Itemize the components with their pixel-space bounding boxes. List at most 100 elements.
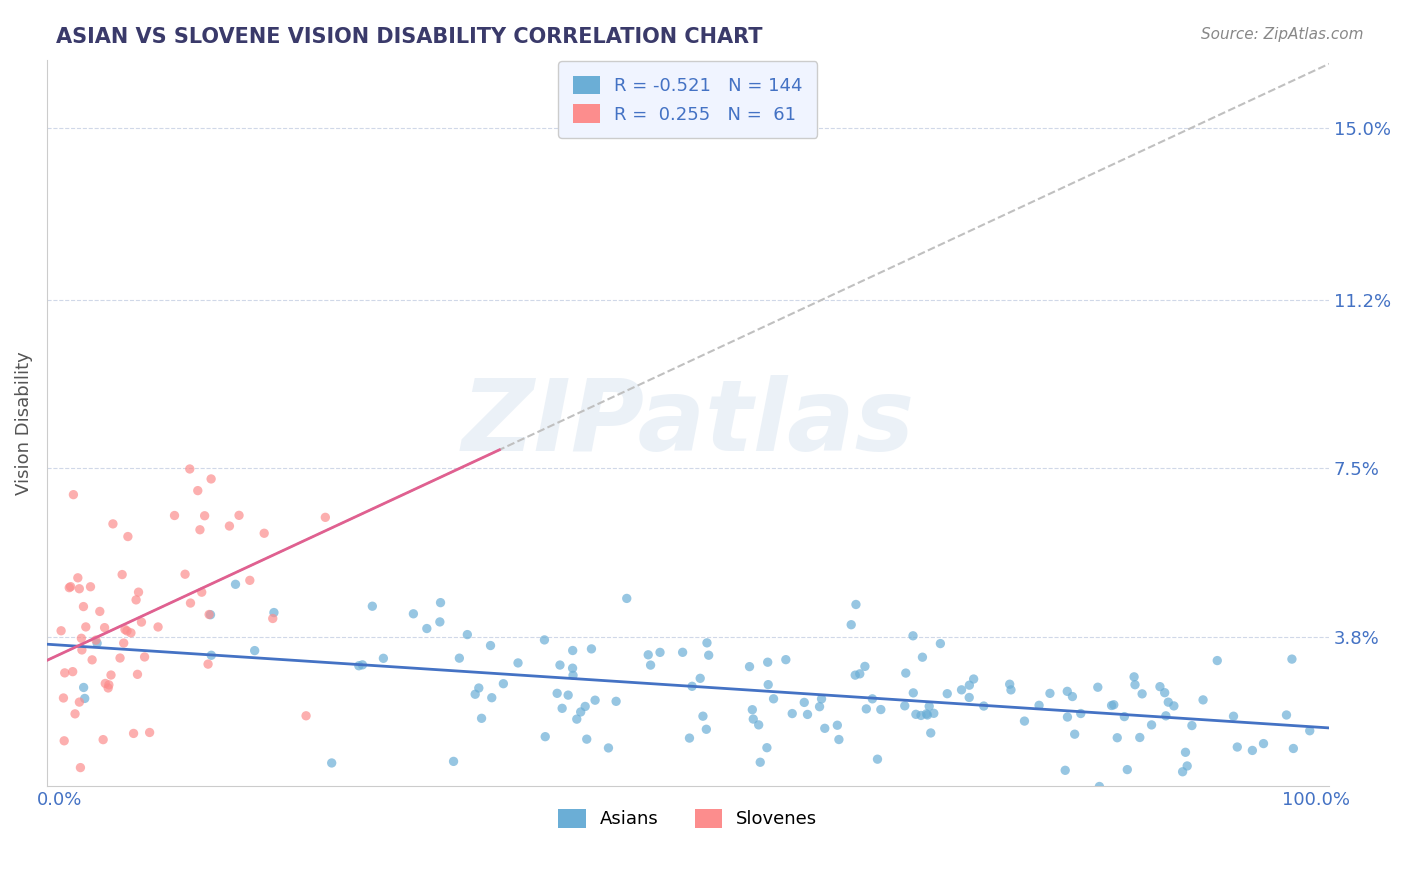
Asians — [1056, 684, 1078, 698]
Slovenes — [53, 733, 76, 747]
Slovenes — [101, 516, 124, 531]
Asians — [492, 676, 515, 690]
Asians — [810, 692, 832, 706]
Asians — [808, 699, 831, 714]
Slovenes — [53, 665, 76, 680]
Asians — [321, 756, 343, 770]
Asians — [904, 707, 927, 722]
Slovenes — [314, 510, 336, 524]
Slovenes — [69, 761, 91, 775]
Asians — [1123, 670, 1146, 684]
Slovenes — [120, 625, 142, 640]
Asians — [443, 755, 465, 769]
Asians — [738, 659, 761, 673]
Asians — [72, 681, 94, 695]
Slovenes — [111, 567, 134, 582]
Asians — [920, 726, 942, 740]
Slovenes — [117, 530, 139, 544]
Asians — [853, 659, 876, 673]
Asians — [506, 656, 529, 670]
Asians — [860, 691, 883, 706]
Asians — [901, 629, 924, 643]
Slovenes — [58, 581, 80, 595]
Asians — [793, 695, 815, 709]
Asians — [1174, 745, 1197, 759]
Asians — [574, 699, 596, 714]
Asians — [957, 678, 980, 692]
Y-axis label: Vision Disability: Vision Disability — [15, 351, 32, 495]
Asians — [957, 690, 980, 705]
Asians — [557, 688, 579, 702]
Asians — [581, 641, 603, 656]
Slovenes — [79, 580, 101, 594]
Asians — [894, 666, 917, 681]
Asians — [464, 687, 486, 701]
Slovenes — [179, 596, 201, 610]
Asians — [243, 643, 266, 657]
Asians — [696, 636, 718, 650]
Asians — [1028, 698, 1050, 713]
Slovenes — [187, 483, 209, 498]
Asians — [762, 691, 785, 706]
Asians — [1014, 714, 1036, 728]
Asians — [1087, 680, 1109, 694]
Asians — [468, 681, 491, 695]
Asians — [429, 596, 451, 610]
Asians — [844, 668, 866, 682]
Asians — [845, 598, 868, 612]
Asians — [973, 699, 995, 714]
Slovenes — [174, 567, 197, 582]
Asians — [1241, 743, 1264, 757]
Asians — [1171, 764, 1194, 779]
Legend: Asians, Slovenes: Asians, Slovenes — [551, 802, 825, 836]
Asians — [962, 672, 984, 686]
Asians — [1175, 759, 1198, 773]
Asians — [1130, 687, 1153, 701]
Asians — [1253, 737, 1275, 751]
Asians — [796, 707, 818, 722]
Asians — [756, 655, 779, 669]
Slovenes — [194, 508, 217, 523]
Asians — [1056, 710, 1078, 724]
Asians — [678, 731, 700, 745]
Asians — [1282, 741, 1305, 756]
Asians — [1114, 709, 1136, 723]
Asians — [918, 699, 941, 714]
Slovenes — [108, 651, 131, 665]
Asians — [640, 658, 662, 673]
Slovenes — [198, 607, 221, 622]
Asians — [548, 658, 571, 673]
Asians — [73, 691, 96, 706]
Slovenes — [146, 620, 169, 634]
Text: ASIAN VS SLOVENE VISION DISABILITY CORRELATION CHART: ASIAN VS SLOVENE VISION DISABILITY CORRE… — [56, 27, 762, 46]
Asians — [373, 651, 395, 665]
Slovenes — [62, 665, 84, 679]
Slovenes — [70, 643, 93, 657]
Asians — [689, 671, 711, 685]
Asians — [546, 686, 568, 700]
Asians — [648, 645, 671, 659]
Asians — [922, 706, 945, 721]
Slovenes — [200, 472, 222, 486]
Asians — [1222, 709, 1244, 723]
Slovenes — [179, 462, 201, 476]
Asians — [1063, 727, 1085, 741]
Asians — [1102, 698, 1125, 712]
Slovenes — [75, 620, 97, 634]
Asians — [903, 686, 925, 700]
Asians — [263, 606, 285, 620]
Slovenes — [295, 708, 318, 723]
Asians — [1149, 680, 1171, 694]
Asians — [869, 702, 891, 716]
Slovenes — [218, 519, 240, 533]
Slovenes — [82, 653, 104, 667]
Asians — [1153, 686, 1175, 700]
Slovenes — [97, 678, 120, 692]
Asians — [481, 690, 503, 705]
Slovenes — [253, 526, 276, 541]
Asians — [583, 693, 606, 707]
Asians — [827, 718, 849, 732]
Slovenes — [67, 582, 90, 596]
Slovenes — [89, 604, 111, 618]
Asians — [1181, 718, 1204, 732]
